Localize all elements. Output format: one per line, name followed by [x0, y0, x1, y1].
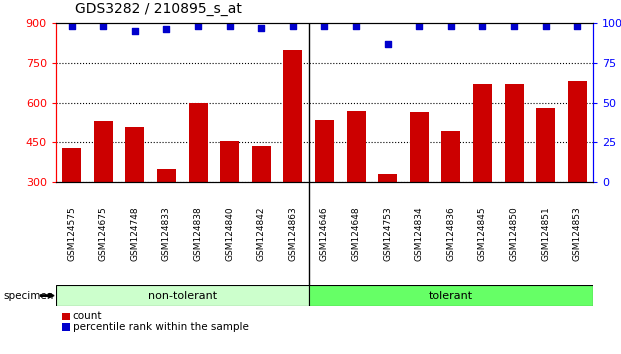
Text: GDS3282 / 210895_s_at: GDS3282 / 210895_s_at	[75, 2, 242, 16]
Text: GSM124850: GSM124850	[510, 206, 519, 261]
Text: GSM124675: GSM124675	[99, 206, 108, 261]
Bar	[378, 175, 397, 182]
Point	[193, 23, 203, 29]
Text: percentile rank within the sample: percentile rank within the sample	[73, 322, 248, 332]
Bar	[283, 50, 302, 182]
Point	[351, 23, 361, 29]
Text: GSM124853: GSM124853	[573, 206, 582, 261]
Text: count: count	[73, 312, 102, 321]
Bar	[94, 121, 113, 182]
Text: GSM124840: GSM124840	[225, 206, 234, 261]
Point	[446, 23, 456, 29]
Text: GSM124575: GSM124575	[67, 206, 76, 261]
Bar	[347, 110, 366, 182]
Point	[130, 28, 140, 34]
Bar	[410, 112, 428, 182]
Text: GSM124863: GSM124863	[288, 206, 297, 261]
Bar	[125, 127, 144, 182]
Point	[573, 23, 582, 29]
Bar	[157, 169, 176, 182]
Point	[509, 23, 519, 29]
Bar	[315, 120, 334, 182]
Text: GSM124753: GSM124753	[383, 206, 392, 261]
Bar	[536, 108, 555, 182]
Bar	[473, 84, 492, 182]
Text: specimen: specimen	[3, 291, 53, 301]
Bar	[505, 84, 524, 182]
Point	[225, 23, 235, 29]
Text: GSM124648: GSM124648	[351, 206, 361, 261]
Text: GSM124845: GSM124845	[478, 206, 487, 261]
Text: GSM124646: GSM124646	[320, 206, 329, 261]
Bar	[220, 141, 239, 182]
Text: GSM124838: GSM124838	[194, 206, 202, 261]
Text: GSM124836: GSM124836	[446, 206, 455, 261]
Text: GSM124833: GSM124833	[162, 206, 171, 261]
Point	[541, 23, 551, 29]
Point	[161, 27, 171, 32]
Text: non-tolerant: non-tolerant	[148, 291, 217, 301]
Point	[478, 23, 487, 29]
FancyBboxPatch shape	[56, 285, 309, 306]
Point	[256, 25, 266, 31]
Text: tolerant: tolerant	[429, 291, 473, 301]
Point	[288, 23, 298, 29]
Text: GSM124842: GSM124842	[256, 206, 266, 261]
Point	[414, 23, 424, 29]
Point	[383, 41, 392, 46]
Bar	[189, 103, 207, 182]
Bar	[62, 148, 81, 182]
Text: GSM124748: GSM124748	[130, 206, 139, 261]
FancyBboxPatch shape	[309, 285, 593, 306]
Bar	[568, 81, 587, 182]
Point	[66, 23, 76, 29]
Bar	[252, 147, 271, 182]
Text: GSM124851: GSM124851	[541, 206, 550, 261]
Point	[98, 23, 108, 29]
Bar	[442, 131, 460, 182]
Text: GSM124834: GSM124834	[415, 206, 424, 261]
Point	[319, 23, 329, 29]
